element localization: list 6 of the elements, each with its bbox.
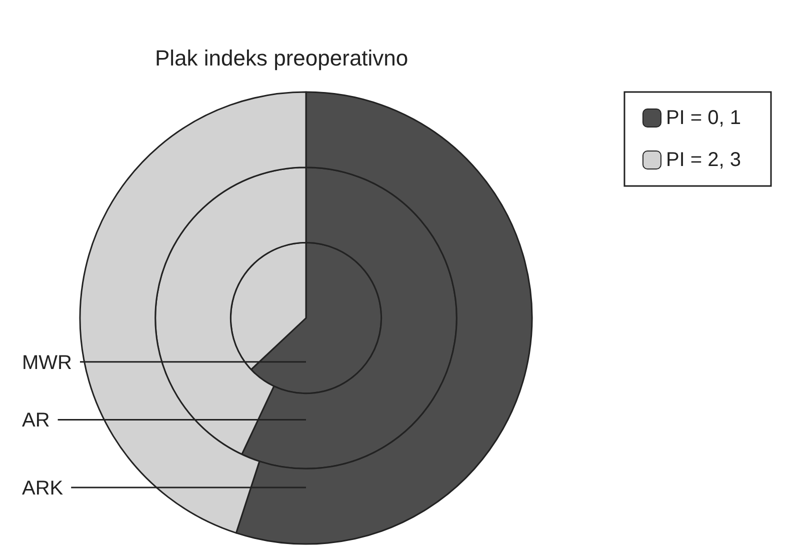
slice-label: ARK	[22, 478, 64, 500]
legend-label: PI = 2, 3	[666, 149, 742, 171]
slice-label: MWR	[22, 352, 72, 374]
slice-label: AR	[22, 410, 50, 432]
legend-label: PI = 0, 1	[666, 107, 742, 129]
chart-title: Plak indeks preoperativno	[155, 46, 408, 70]
